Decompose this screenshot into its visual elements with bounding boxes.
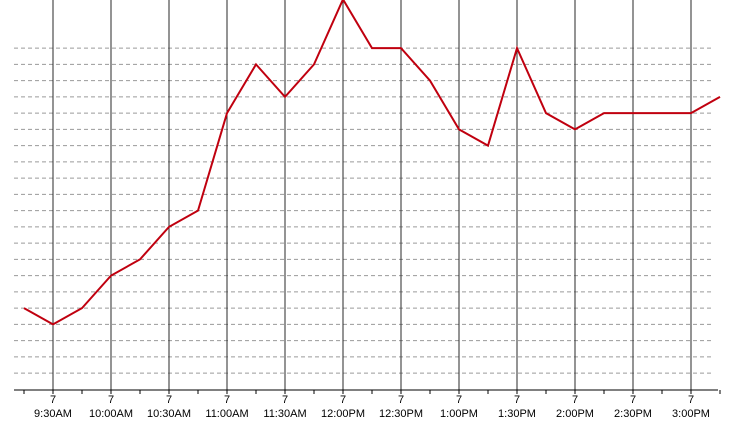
x-tick-label-time: 10:00AM [89, 408, 133, 420]
x-tick-label-day: 7 [398, 394, 404, 406]
x-axis [14, 389, 721, 394]
x-tick-label-day: 7 [340, 394, 346, 406]
x-tick-label-time: 2:00PM [556, 408, 594, 420]
x-tick-label-time: 11:30AM [263, 408, 306, 420]
x-tick-label-time: 1:30PM [498, 408, 536, 420]
vertical-gridlines [52, 0, 692, 390]
x-tick-label-time: 11:00AM [205, 408, 248, 420]
x-tick-label-time: 3:00PM [672, 408, 710, 420]
x-tick-label-time: 12:30PM [379, 408, 423, 420]
x-tick-label-day: 7 [630, 394, 636, 406]
x-tick-label-time: 1:00PM [440, 408, 478, 420]
horizontal-gridlines [14, 47, 714, 374]
x-tick-label-time: 9:30AM [34, 408, 72, 420]
x-tick-label-day: 7 [572, 394, 578, 406]
x-tick-label-day: 7 [224, 394, 230, 406]
series-layer [23, 0, 721, 326]
x-tick-label-time: 2:30PM [614, 408, 652, 420]
x-tick-label-day: 7 [456, 394, 462, 406]
x-tick-label-day: 7 [50, 394, 56, 406]
x-tick-label-day: 7 [688, 394, 694, 406]
x-tick-label-day: 7 [282, 394, 288, 406]
x-tick-label-day: 7 [166, 394, 172, 406]
x-tick-labels: 7 9:30AM 7 10:00AM 7 10:30AM 7 11:00AM 7 11:30AM 7… [34, 394, 710, 420]
x-tick-label-day: 7 [514, 394, 520, 406]
x-tick-label-time: 12:00PM [321, 408, 365, 420]
x-tick-label-time: 10:30AM [147, 408, 191, 420]
x-tick-label-day: 7 [108, 394, 114, 406]
